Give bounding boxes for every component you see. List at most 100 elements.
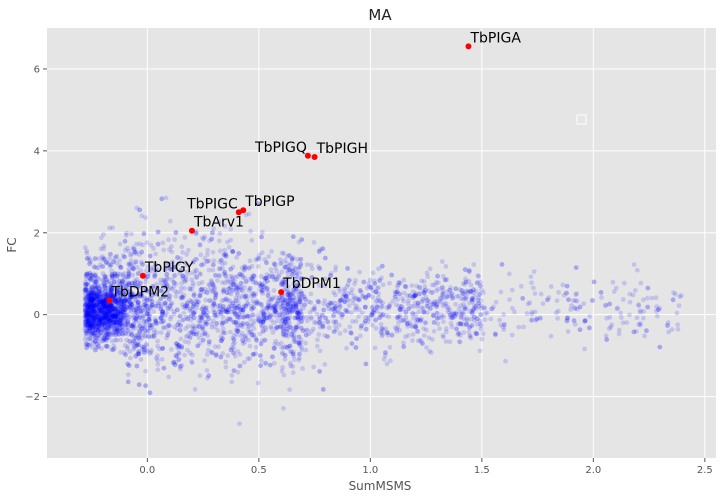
background-point — [410, 338, 415, 343]
background-point — [92, 292, 98, 298]
background-point — [206, 258, 212, 264]
background-point — [431, 320, 437, 325]
background-point — [115, 285, 121, 290]
background-point — [206, 267, 212, 273]
background-point — [233, 274, 239, 280]
background-point — [282, 352, 288, 358]
background-point — [260, 288, 265, 293]
background-point — [88, 296, 94, 301]
background-point — [403, 309, 409, 315]
background-point — [88, 305, 94, 311]
point-label: TbDPM2 — [110, 284, 169, 300]
background-point — [104, 303, 110, 309]
background-point — [85, 305, 91, 310]
background-point — [363, 294, 369, 300]
background-point — [287, 310, 293, 316]
background-point — [394, 315, 400, 321]
background-point — [301, 294, 307, 299]
background-point — [101, 305, 107, 310]
background-point — [449, 324, 455, 330]
background-point — [92, 312, 98, 318]
background-point — [383, 313, 389, 319]
background-point — [86, 308, 92, 314]
background-point — [249, 263, 255, 269]
background-point — [531, 269, 537, 274]
background-point — [141, 313, 146, 319]
background-point — [369, 311, 375, 317]
background-point — [284, 289, 290, 294]
background-point — [122, 297, 128, 303]
background-point — [128, 294, 134, 300]
background-point — [147, 390, 153, 396]
background-point — [105, 305, 111, 311]
background-point — [297, 351, 302, 357]
background-point — [108, 324, 114, 329]
background-point — [234, 305, 239, 311]
background-point — [105, 291, 110, 297]
background-point — [97, 318, 103, 324]
background-point — [459, 312, 464, 317]
background-point — [270, 354, 275, 360]
background-point — [237, 287, 243, 293]
background-point — [298, 299, 303, 305]
background-point — [97, 317, 103, 323]
background-point — [298, 315, 304, 321]
background-point — [119, 299, 124, 304]
background-point — [288, 363, 294, 369]
background-point — [416, 309, 422, 315]
background-point — [431, 328, 437, 334]
background-point — [255, 299, 261, 305]
background-point — [556, 290, 561, 295]
background-point — [199, 262, 204, 268]
background-point — [86, 307, 91, 313]
background-point — [114, 299, 120, 304]
background-point — [107, 304, 113, 309]
background-point — [88, 324, 94, 329]
background-point — [532, 291, 538, 296]
background-point — [183, 326, 189, 331]
background-point — [88, 314, 94, 319]
background-point — [92, 290, 98, 296]
background-point — [315, 299, 321, 304]
background-point — [100, 297, 106, 302]
background-point — [274, 318, 280, 324]
background-point — [150, 334, 156, 339]
background-point — [320, 323, 326, 329]
background-point — [220, 320, 226, 326]
background-point — [241, 314, 246, 320]
background-point — [211, 287, 217, 293]
background-point — [287, 297, 293, 303]
background-point — [231, 282, 237, 288]
background-point — [333, 319, 339, 325]
background-point — [250, 312, 256, 318]
background-point — [123, 324, 129, 330]
background-point — [216, 309, 222, 315]
background-point — [191, 310, 196, 316]
background-point — [255, 264, 261, 269]
background-point — [174, 326, 180, 332]
background-point — [287, 262, 292, 268]
background-point — [167, 297, 172, 302]
background-point — [106, 316, 112, 322]
background-point — [349, 310, 354, 316]
background-point — [433, 288, 439, 294]
background-point — [320, 324, 326, 330]
background-point — [92, 331, 97, 337]
background-point — [230, 249, 236, 255]
background-point — [361, 279, 367, 285]
background-point — [573, 265, 579, 270]
background-point — [159, 196, 165, 202]
background-point — [566, 297, 571, 303]
background-point — [118, 317, 124, 323]
background-point — [235, 320, 241, 325]
background-point — [278, 300, 284, 306]
background-point — [322, 362, 328, 367]
background-point — [201, 289, 207, 295]
background-point — [317, 314, 322, 319]
background-point — [282, 352, 288, 358]
background-point — [96, 298, 102, 304]
background-point — [91, 313, 97, 318]
background-point — [137, 293, 143, 299]
background-point — [136, 349, 142, 354]
background-point — [296, 357, 302, 363]
